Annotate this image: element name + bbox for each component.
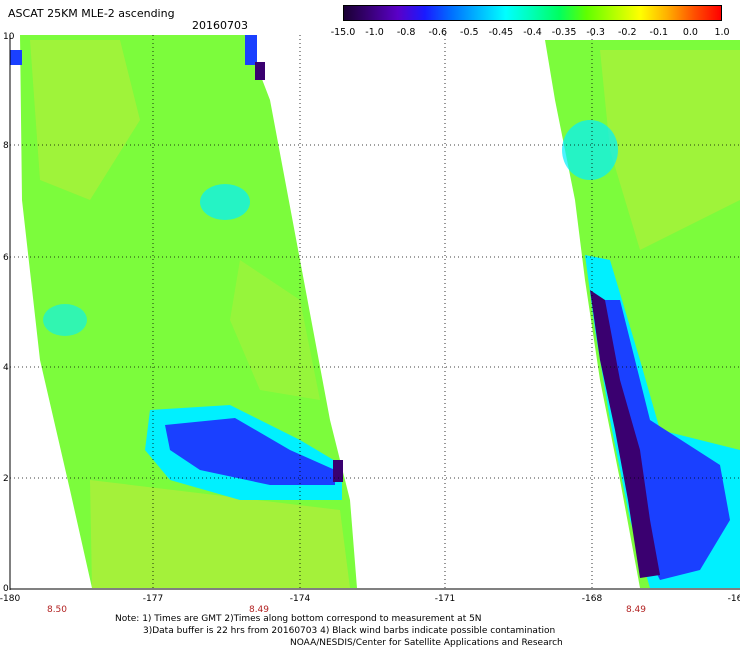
colorbar-label: 0.0 [682, 27, 698, 38]
colorbar-label: 1.0 [714, 27, 730, 38]
left-swath-patch [230, 260, 320, 400]
note-line-1: Note: 1) Times are GMT 2)Times along bot… [115, 614, 482, 624]
y-tick-label: 0 [3, 584, 9, 594]
note-line-2: 3)Data buffer is 22 hrs from 20160703 4)… [143, 626, 556, 636]
pass-time-label: 8.49 [249, 605, 269, 615]
pass-time-label: 8.49 [626, 605, 646, 615]
pass-time-label: 8.50 [47, 605, 67, 615]
left-swath-blue [10, 50, 22, 65]
right-swath-blue [600, 300, 730, 580]
x-tick-label: -171 [435, 594, 455, 604]
left-swath-patch [30, 40, 140, 200]
colorbar-label: -0.6 [428, 27, 448, 38]
left-swath-cyan [43, 304, 87, 336]
colorbar-label: -0.4 [523, 27, 542, 38]
x-tick-label: -168 [582, 594, 603, 604]
colorbar-labels: -15.0 -1.0 -0.8 -0.6 -0.5 -0.45 -0.4 -0.35 -0.3 -… [330, 27, 735, 39]
colorbar-label: -0.1 [649, 27, 669, 38]
colorbar [343, 5, 722, 21]
axis-ticks: 10 8 6 4 2 0-180 -177 -174 -171 -168 -16 8.50 8.49 8.… [0, 32, 740, 615]
x-tick-label: -16 [728, 594, 740, 604]
x-tick-label: -180 [0, 594, 20, 604]
colorbar-label: -1.0 [365, 27, 384, 38]
colorbar-label: -0.8 [396, 27, 416, 38]
colorbar-label: -0.3 [586, 27, 605, 38]
map-date: 20160703 [192, 19, 248, 32]
right-swath-cyan [562, 120, 618, 180]
y-tick-label: 6 [3, 253, 9, 263]
colorbar-label: -0.35 [551, 27, 577, 38]
swath-layer [10, 35, 740, 588]
y-tick-label: 10 [3, 32, 15, 42]
map-title: ASCAT 25KM MLE-2 ascending [8, 7, 175, 20]
left-swath-purple [255, 62, 265, 80]
colorbar-label: -0.45 [488, 27, 514, 38]
colorbar-label: -15.0 [330, 27, 356, 38]
x-tick-label: -174 [290, 594, 311, 604]
y-tick-label: 2 [3, 474, 9, 484]
left-swath-blue [245, 35, 257, 65]
right-swath-patch [600, 50, 740, 250]
x-tick-label: -177 [143, 594, 163, 604]
note-line-3: NOAA/NESDIS/Center for Satellite Applica… [290, 638, 563, 648]
y-tick-label: 4 [3, 363, 9, 373]
gridlines [9, 35, 740, 590]
left-swath-purple [333, 460, 343, 482]
left-swath-cyan [200, 184, 250, 220]
colorbar-label: -0.5 [460, 27, 479, 38]
left-swath-blue [165, 418, 335, 485]
colorbar-label: -0.2 [617, 27, 637, 38]
y-tick-label: 8 [3, 141, 9, 151]
right-swath-purple [590, 290, 660, 578]
left-swath-patch [90, 480, 350, 588]
